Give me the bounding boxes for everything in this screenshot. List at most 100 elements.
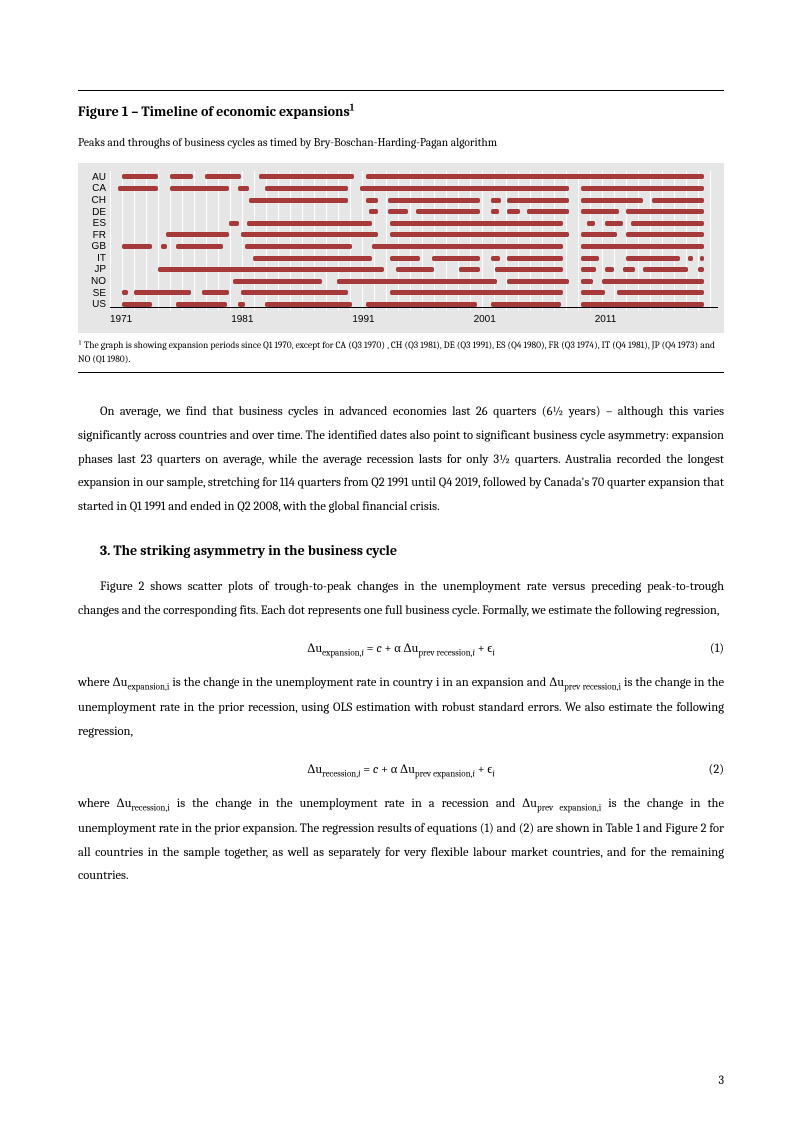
chart-row-CH: CH (110, 195, 718, 207)
xaxis-tick: 1991 (352, 310, 374, 329)
expansion-segment (581, 244, 704, 249)
figure-footnote: ¹ The graph is showing expansion periods… (78, 339, 724, 366)
expansion-segment (581, 209, 619, 214)
paragraph-4: where Δurecession,i is the change in the… (78, 793, 724, 889)
expansion-segment (202, 290, 229, 295)
expansion-segment (372, 244, 563, 249)
expansion-segment (491, 256, 499, 261)
expansion-segment (366, 174, 703, 179)
expansion-segment (688, 256, 693, 261)
expansion-segment (623, 267, 635, 272)
p3-part-a: where Δu (78, 676, 127, 690)
expansion-segment (388, 209, 408, 214)
expansion-segment (491, 209, 498, 214)
expansion-segment (631, 221, 704, 226)
expansion-segment (337, 279, 498, 284)
paragraph-1: On average, we find that business cycles… (78, 401, 724, 520)
equation-1: Δuexpansion,i = c + α Δuprev recession,i… (78, 638, 724, 663)
expansion-segment (416, 209, 479, 214)
figure-rule-top (78, 90, 724, 91)
figure-rule-bottom (78, 372, 724, 373)
expansion-segment (176, 302, 227, 307)
paragraph-3: where Δuexpansion,i is the change in the… (78, 672, 724, 744)
expansion-segment (360, 186, 569, 191)
expansion-segment (626, 232, 703, 237)
chart-row-track (110, 183, 718, 195)
expansion-segment (241, 232, 378, 237)
expansion-segment (581, 232, 617, 237)
expansion-segment (249, 198, 348, 203)
expansion-segment (605, 267, 615, 272)
expansion-segment (241, 290, 348, 295)
chart-row-track (110, 264, 718, 276)
expansion-segment (166, 232, 229, 237)
expansion-segment (459, 267, 479, 272)
chart-row-IT: IT (110, 253, 718, 265)
expansion-segment (495, 267, 563, 272)
chart-row-JP: JP (110, 264, 718, 276)
expansion-segment (170, 174, 194, 179)
p3-sub-b: prev recession,i (564, 683, 621, 693)
chart-row-ES: ES (110, 218, 718, 230)
figure-title: Figure 1 – Timeline of economic expansio… (78, 99, 724, 126)
expansion-segment (491, 198, 501, 203)
expansion-segment (118, 186, 157, 191)
figure-title-text: Figure 1 – Timeline of economic expansio… (78, 103, 350, 120)
timeline-chart: AUCACHDEESFRGBITJPNOSEUS 197119811991200… (78, 163, 724, 333)
xaxis-tick: 1981 (231, 310, 253, 329)
expansion-segment (626, 209, 703, 214)
expansion-segment (366, 302, 477, 307)
chart-row-NO: NO (110, 276, 718, 288)
expansion-segment (122, 290, 128, 295)
p4-sub-b: prev expansion,i (537, 804, 601, 814)
expansion-segment (507, 209, 520, 214)
chart-row-track (110, 229, 718, 241)
chart-row-track (110, 218, 718, 230)
expansion-segment (205, 174, 241, 179)
expansion-segment (491, 302, 560, 307)
expansion-segment (587, 221, 595, 226)
chart-row-DE: DE (110, 206, 718, 218)
expansion-segment (581, 267, 596, 272)
p4-sub-a: recession,i (131, 804, 169, 814)
expansion-segment (134, 290, 191, 295)
chart-row-track (110, 241, 718, 253)
expansion-segment (700, 256, 704, 261)
expansion-segment (238, 186, 250, 191)
xaxis-tick: 2011 (595, 310, 617, 329)
expansion-segment (390, 256, 420, 261)
expansion-segment (390, 232, 569, 237)
chart-rows: AUCACHDEESFRGBITJPNOSEUS (110, 171, 718, 311)
figure-subtitle: Peaks and throughs of business cycles as… (78, 132, 724, 154)
chart-row-SE: SE (110, 287, 718, 299)
expansion-segment (698, 267, 704, 272)
p3-part-b: is the change in the unemployment rate i… (169, 676, 564, 690)
expansion-segment (507, 198, 569, 203)
expansion-segment (245, 244, 352, 249)
equation-2: Δurecession,i = c + α Δuprev expansion,i… (78, 759, 724, 784)
figure-sup: 1 (350, 102, 355, 113)
expansion-segment (122, 244, 152, 249)
expansion-segment (581, 186, 704, 191)
expansion-segment (265, 302, 352, 307)
expansion-segment (388, 198, 480, 203)
expansion-segment (652, 198, 703, 203)
chart-xaxis: 19711981199120012011 (110, 307, 718, 329)
expansion-segment (366, 198, 378, 203)
expansion-segment (247, 221, 372, 226)
chart-row-track (110, 195, 718, 207)
expansion-segment (432, 256, 480, 261)
chart-row-track (110, 287, 718, 299)
chart-row-track (110, 276, 718, 288)
paragraph-2: Figure 2 shows scatter plots of trough-t… (78, 576, 724, 624)
expansion-segment (238, 302, 245, 307)
chart-row-track (110, 206, 718, 218)
chart-row-GB: GB (110, 241, 718, 253)
expansion-segment (390, 290, 563, 295)
expansion-segment (170, 186, 230, 191)
p3-sub-a: expansion,i (127, 683, 169, 693)
equation-1-number: (1) (710, 638, 724, 662)
chart-row-track (110, 253, 718, 265)
chart-row-label: US (80, 295, 106, 314)
expansion-segment (369, 209, 379, 214)
